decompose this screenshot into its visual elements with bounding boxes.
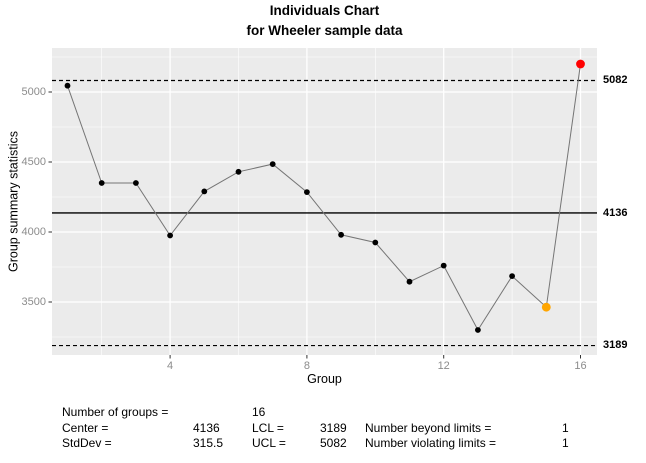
chart-title: Individuals Chart: [269, 3, 380, 18]
stats-row: StdDev = 315.5 UCL = 5082 Number violating l…: [0, 436, 646, 450]
data-point: [475, 327, 481, 333]
stat-label: StdDev =: [62, 436, 112, 450]
x-axis-tick-label: 8: [303, 360, 310, 372]
center-value-label: 4136: [603, 207, 628, 219]
data-point: [440, 262, 447, 269]
data-point: [372, 239, 379, 246]
stat-value: 315.5: [193, 436, 224, 450]
stat-value: 4136: [193, 421, 220, 435]
data-point: [269, 161, 276, 168]
stat-value: 1: [562, 436, 569, 450]
stat-value: 3189: [320, 421, 347, 435]
x-axis-tick-label: 4: [167, 360, 174, 372]
violating-runs-point: [541, 302, 551, 312]
stat-value: 16: [252, 405, 266, 419]
chart-subtitle: for Wheeler sample data: [246, 23, 403, 38]
stat-label: Number beyond limits =: [365, 421, 492, 435]
plot-panel-background: [52, 48, 597, 355]
data-point: [235, 168, 242, 175]
data-point: [167, 232, 174, 239]
lcl-value-label: 3189: [603, 339, 628, 351]
data-point: [304, 189, 310, 196]
stat-value: 5082: [320, 436, 347, 450]
data-point: [133, 180, 139, 186]
y-axis-tick-label: 5000: [21, 86, 46, 98]
stat-label: Number violating limits =: [365, 436, 497, 450]
y-axis-tick-label: 4000: [21, 226, 46, 238]
x-axis-tick-label: 16: [574, 360, 587, 372]
data-point: [201, 188, 208, 195]
data-point: [406, 278, 413, 285]
stat-value: 1: [562, 421, 569, 435]
x-axis-title: Group: [307, 372, 342, 386]
beyond-limits-point: [576, 59, 585, 69]
y-axis-tick-label: 4500: [21, 156, 46, 168]
stats-row: Center = 4136 LCL = 3189 Number beyond limit…: [0, 421, 646, 435]
y-axis-title: Group summary statistics: [6, 131, 21, 273]
data-point: [64, 82, 71, 89]
data-point: [338, 231, 344, 238]
data-point: [98, 180, 105, 186]
data-point: [509, 273, 515, 279]
stat-label: Number of groups =: [62, 405, 169, 419]
ucl-value-label: 5082: [603, 74, 628, 86]
stat-label: LCL =: [252, 421, 284, 435]
stat-label: UCL =: [252, 436, 286, 450]
x-axis-tick-label: 12: [437, 360, 450, 372]
y-axis-tick-label: 3500: [21, 296, 46, 308]
series-line: [67, 63, 581, 331]
stat-label: Center =: [62, 421, 109, 435]
stats-row: Number of groups = 16: [0, 405, 646, 419]
